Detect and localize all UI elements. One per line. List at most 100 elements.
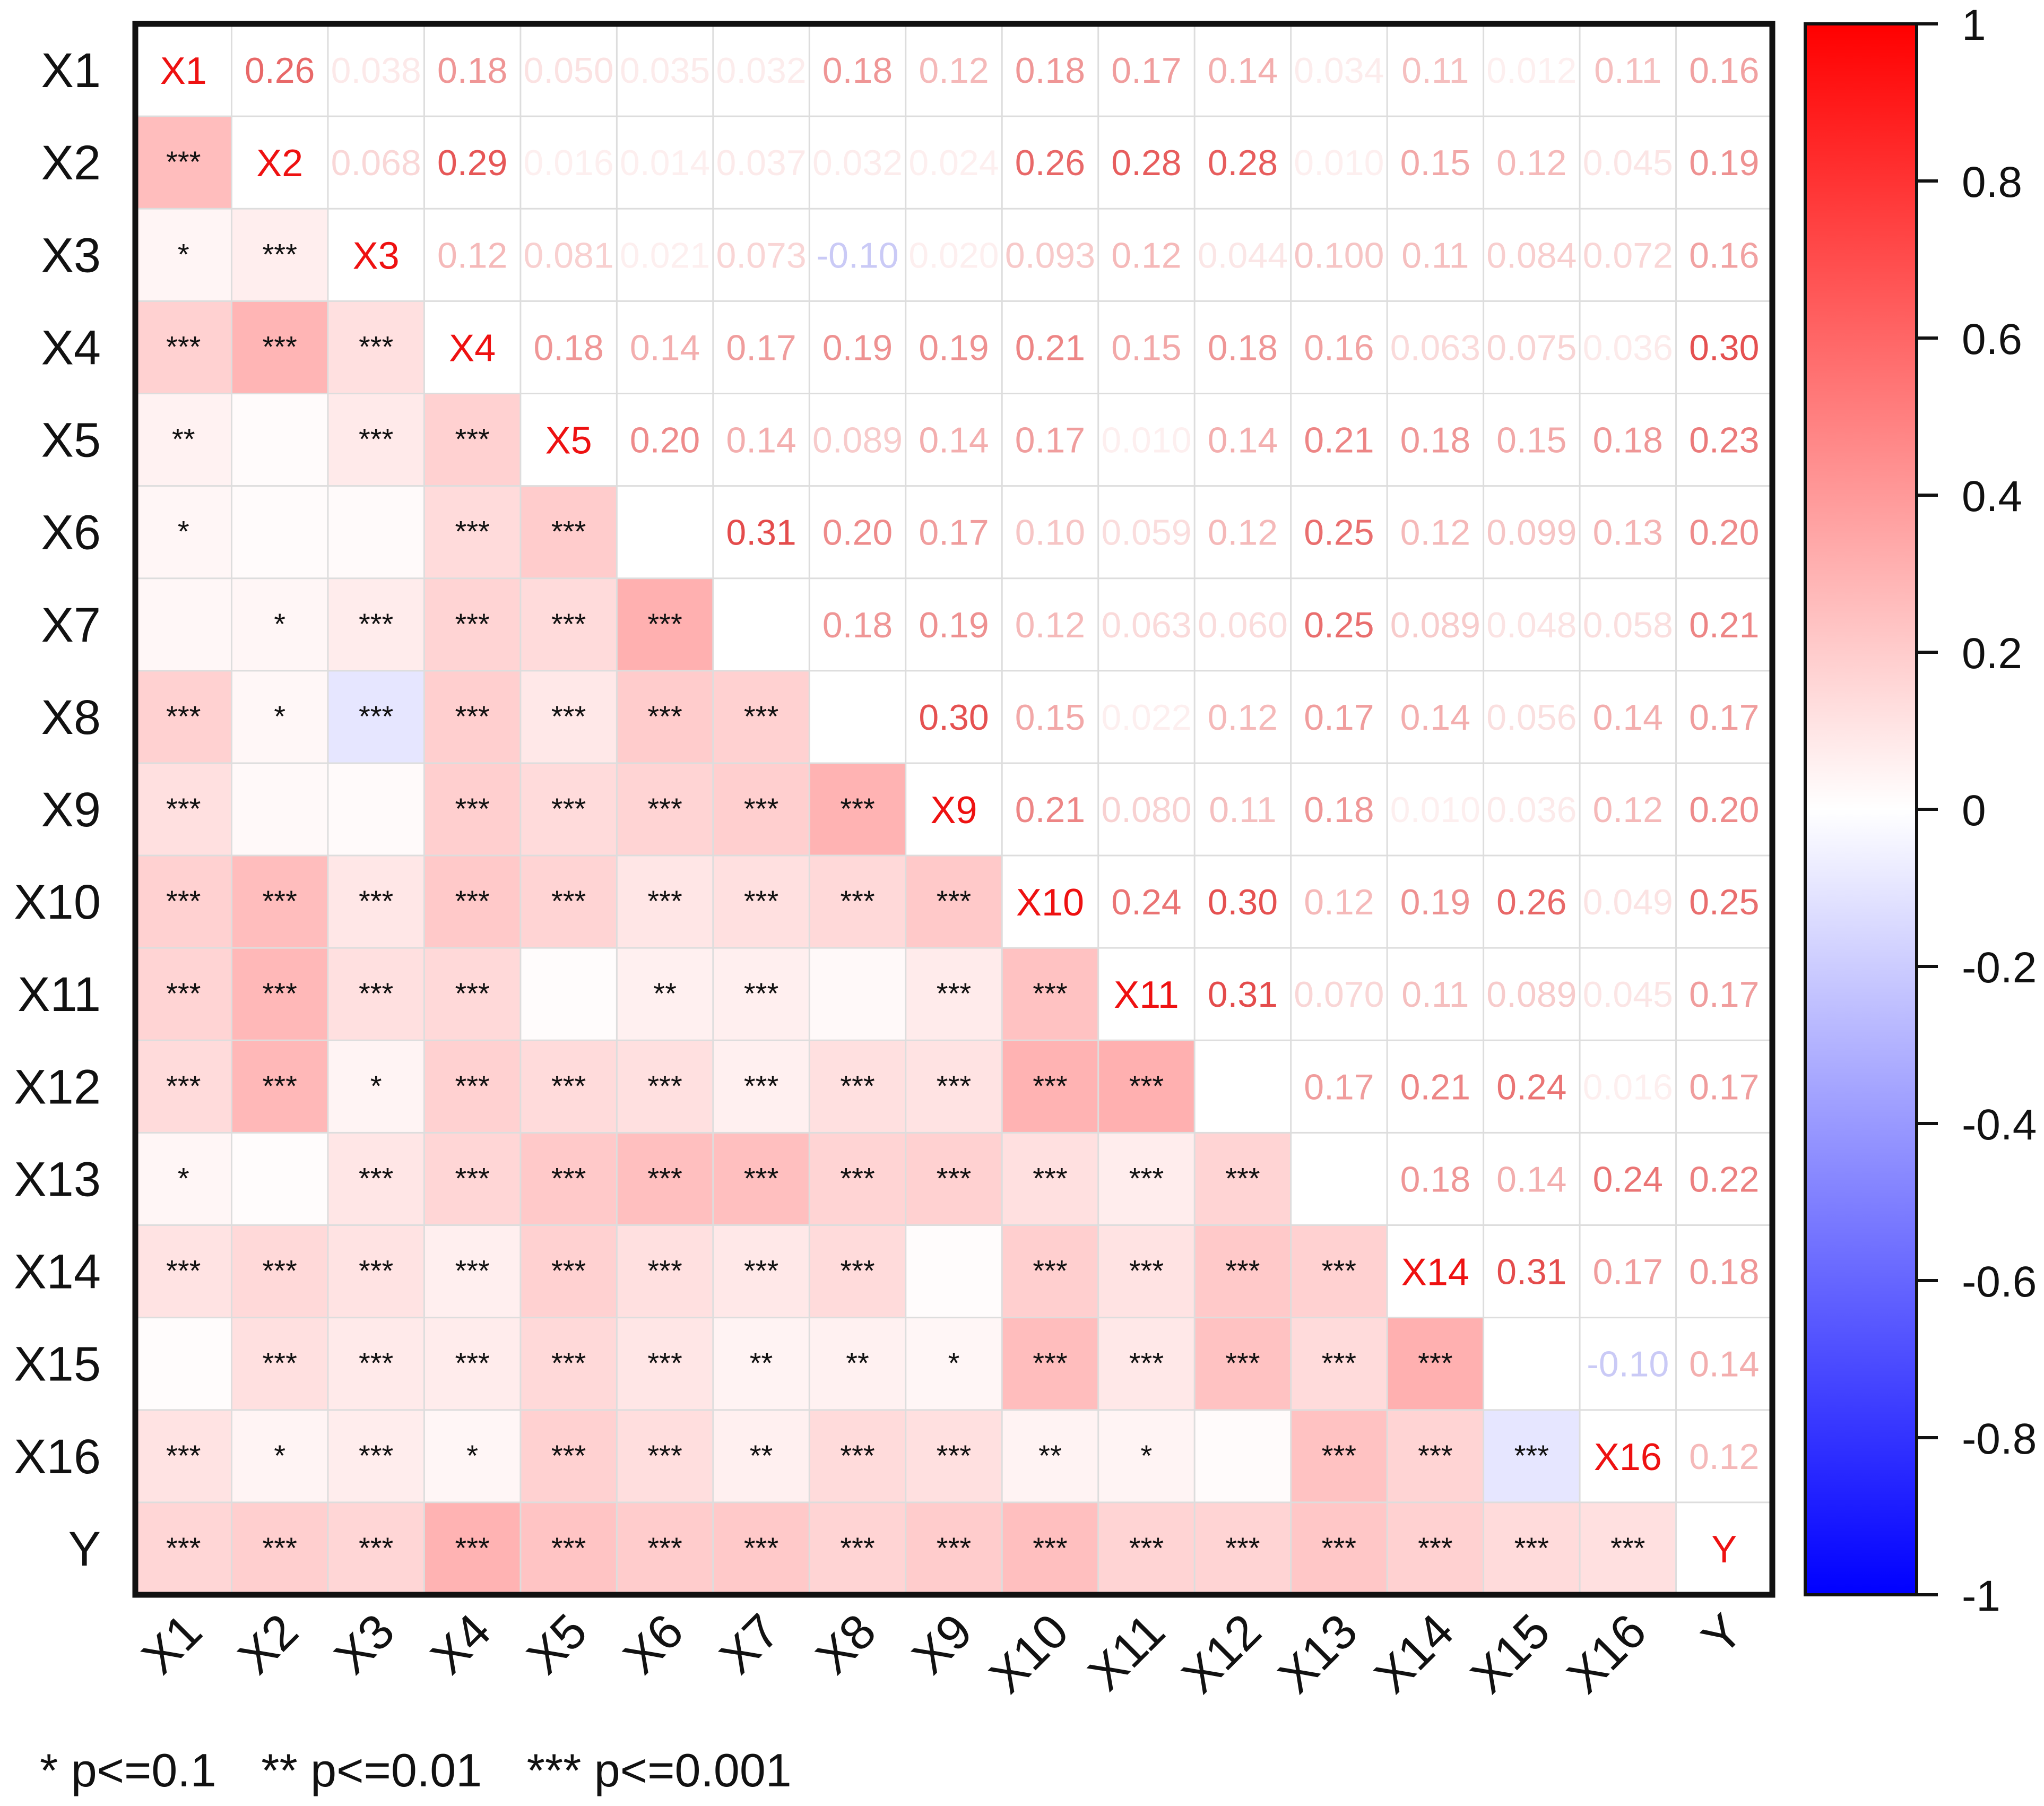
value-X8-X13: 0.17 bbox=[1304, 697, 1374, 738]
cell-X10-X6 bbox=[617, 856, 714, 948]
row-label-X3: X3 bbox=[41, 228, 101, 282]
upper-cell-X9-X12 bbox=[1194, 763, 1292, 856]
upper-cell-X9-X16 bbox=[1580, 763, 1677, 856]
cell-X9-X7 bbox=[713, 763, 810, 856]
sig-X8-X1: *** bbox=[166, 699, 201, 733]
value-X7-Y: 0.21 bbox=[1689, 605, 1759, 645]
value-X3-X5: 0.081 bbox=[524, 235, 614, 275]
cell-X13-X6 bbox=[617, 1133, 714, 1226]
value-X8-Y: 0.17 bbox=[1689, 697, 1759, 738]
cell-X14-X6 bbox=[617, 1225, 714, 1318]
upper-cell-X2-X7 bbox=[713, 116, 810, 209]
row-label-X1: X1 bbox=[41, 44, 101, 98]
sig-X12-X1: *** bbox=[166, 1069, 201, 1102]
col-label-X2: X2 bbox=[228, 1604, 309, 1684]
diag-cell-X9 bbox=[905, 763, 1002, 856]
sig-X14-X2: *** bbox=[263, 1254, 297, 1287]
upper-cell-X6-X13 bbox=[1291, 486, 1388, 579]
cell-X11-X10 bbox=[1002, 948, 1099, 1041]
value-X12-X16: 0.016 bbox=[1583, 1067, 1673, 1107]
cell-X8-X2 bbox=[231, 670, 328, 764]
upper-cell-X4-X14 bbox=[1387, 301, 1484, 394]
sig-X11-X3: *** bbox=[359, 977, 393, 1010]
value-X1-X3: 0.038 bbox=[331, 50, 421, 91]
sig-X16-X3: *** bbox=[359, 1439, 393, 1472]
upper-cell-X3-X15 bbox=[1483, 209, 1580, 301]
col-label-X6: X6 bbox=[613, 1604, 694, 1684]
upper-cell-X11-X14 bbox=[1387, 948, 1484, 1041]
upper-cell-X1-X7 bbox=[713, 24, 810, 117]
sig-X10-X4: *** bbox=[455, 884, 489, 918]
sig-X12-X4: *** bbox=[455, 1069, 489, 1102]
value-X2-X9: 0.024 bbox=[908, 143, 999, 183]
value-X10-X15: 0.26 bbox=[1496, 882, 1566, 922]
row-label-X12: X12 bbox=[14, 1060, 101, 1114]
sig-X8-X4: *** bbox=[455, 699, 489, 733]
cell-X12-X9 bbox=[905, 1040, 1002, 1133]
upper-cell-X15-Y bbox=[1676, 1317, 1773, 1411]
value-X7-X8: 0.18 bbox=[822, 605, 893, 645]
cell-X14-X3 bbox=[327, 1225, 425, 1318]
cell-X12-X7 bbox=[713, 1040, 810, 1133]
value-X6-X13: 0.25 bbox=[1304, 513, 1374, 553]
cell-X16-X5 bbox=[520, 1410, 617, 1503]
upper-cell-X6-X9 bbox=[905, 486, 1002, 579]
sig-X15-X4: *** bbox=[455, 1346, 489, 1380]
value-X6-Y: 0.20 bbox=[1689, 513, 1759, 553]
upper-cell-X1-X3 bbox=[327, 24, 425, 117]
sig-X7-X4: *** bbox=[455, 607, 489, 641]
upper-cell-X4-X6 bbox=[617, 301, 714, 394]
upper-cell-X3-X9 bbox=[905, 209, 1002, 301]
colorbar-tick-label: -0.2 bbox=[1962, 944, 2037, 992]
upper-cell-X2-X13 bbox=[1291, 116, 1388, 209]
value-X3-X9: 0.020 bbox=[908, 235, 999, 275]
value-X9-Y: 0.20 bbox=[1689, 790, 1759, 830]
sig-X13-X12: *** bbox=[1225, 1161, 1260, 1195]
sig-X14-X3: *** bbox=[359, 1254, 393, 1287]
sig-X8-X5: *** bbox=[551, 699, 586, 733]
upper-cell-X5-Y bbox=[1676, 393, 1773, 487]
upper-cell-X3-X5 bbox=[520, 209, 617, 301]
value-X1-X2: 0.26 bbox=[245, 50, 315, 91]
value-X1-X5: 0.050 bbox=[524, 50, 614, 91]
sig-Y-X12: *** bbox=[1225, 1531, 1260, 1565]
sig-X10-X9: *** bbox=[937, 884, 971, 918]
cell-X13-X4 bbox=[424, 1133, 521, 1226]
sig-X3-X2: *** bbox=[263, 237, 297, 271]
upper-cell-X1-X9 bbox=[905, 24, 1002, 117]
upper-cell-X3-X8 bbox=[809, 209, 906, 301]
sig-X14-X8: *** bbox=[840, 1254, 874, 1287]
value-X3-X7: 0.073 bbox=[716, 235, 806, 275]
sig-Y-X3: *** bbox=[359, 1531, 393, 1565]
upper-cell-X5-X12 bbox=[1194, 393, 1292, 487]
cell-X6-X3 bbox=[327, 486, 425, 579]
upper-cell-X5-X13 bbox=[1291, 393, 1388, 487]
value-X4-X14: 0.063 bbox=[1390, 327, 1480, 368]
value-X15-Y: 0.14 bbox=[1689, 1344, 1759, 1385]
sig-X13-X8: *** bbox=[840, 1161, 874, 1195]
row-label-X11: X11 bbox=[18, 967, 101, 1022]
sig-X14-X1: *** bbox=[166, 1254, 201, 1287]
cell-Y-X16 bbox=[1580, 1502, 1677, 1595]
upper-cell-X2-X10 bbox=[1002, 116, 1099, 209]
cell-X12-X3 bbox=[327, 1040, 425, 1133]
value-X3-X12: 0.044 bbox=[1198, 235, 1288, 275]
cell-X14-X11 bbox=[1098, 1225, 1195, 1318]
cell-X13-X5 bbox=[520, 1133, 617, 1226]
diag-cell-X16 bbox=[1580, 1410, 1677, 1503]
colorbar-tick-label: 0.2 bbox=[1962, 629, 2022, 678]
value-X9-X14: 0.010 bbox=[1390, 790, 1480, 830]
cell-X15-X12 bbox=[1194, 1317, 1292, 1411]
cell-X15-X9 bbox=[905, 1317, 1002, 1411]
value-X5-X7: 0.14 bbox=[726, 420, 796, 461]
value-X11-X16: 0.045 bbox=[1583, 974, 1673, 1015]
upper-cell-X12-X15 bbox=[1483, 1040, 1580, 1133]
row-axis-labels: X1 X2 X3 X4 X5 X6 X7 X8 X9 X10 X11 X12 X13 X14 X15 X16 Y bbox=[14, 44, 101, 1576]
upper-cell-X11-X15 bbox=[1483, 948, 1580, 1041]
colorbar-tick-label: 0.6 bbox=[1962, 315, 2022, 364]
value-X3-X4: 0.12 bbox=[437, 235, 507, 275]
row-label-X8: X8 bbox=[41, 690, 101, 745]
sig-X6-X5: *** bbox=[551, 515, 586, 548]
diag-cell-X3 bbox=[327, 209, 425, 301]
sig-X14-X6: *** bbox=[647, 1254, 682, 1287]
